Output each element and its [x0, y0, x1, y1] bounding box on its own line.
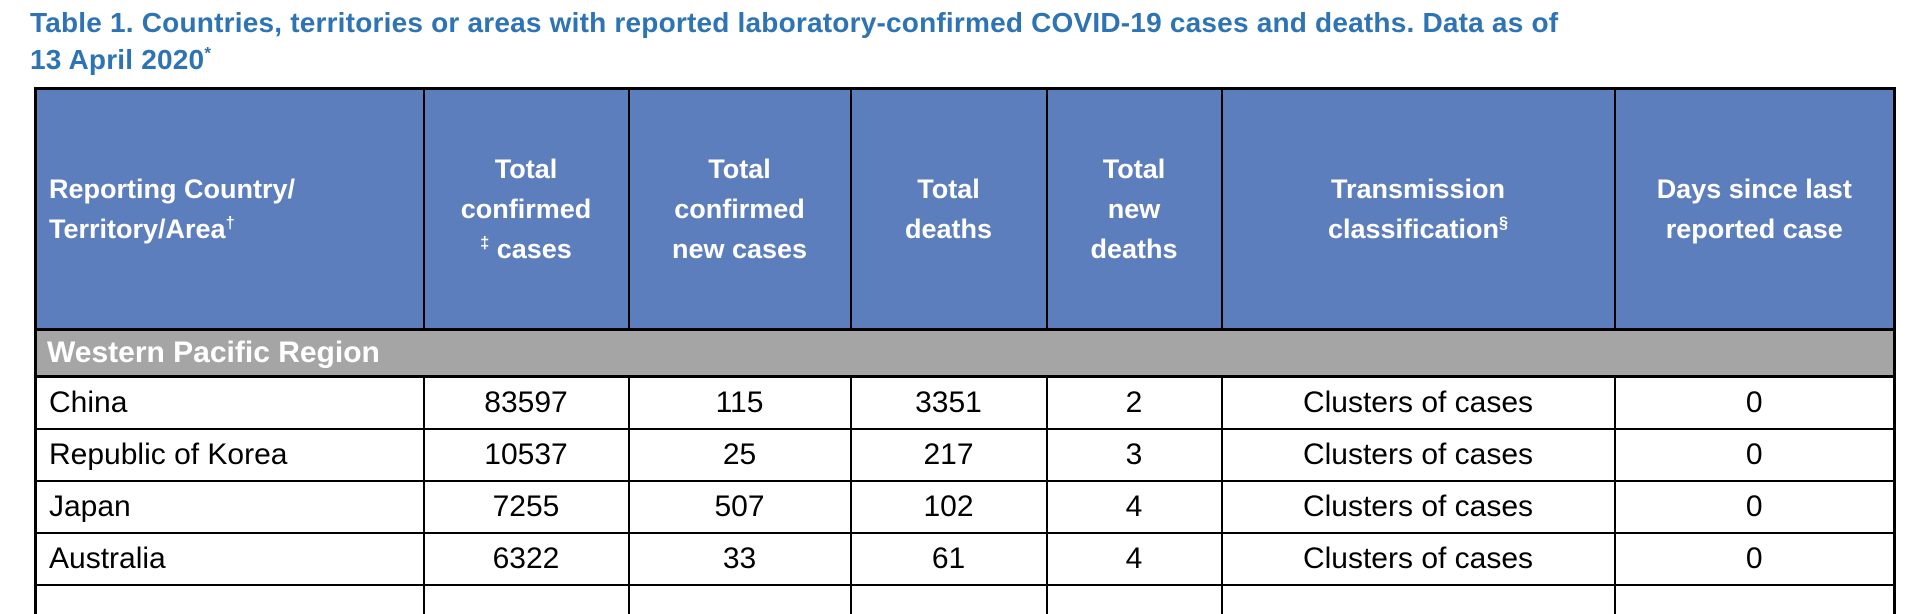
cell-country: Republic of Korea — [34, 428, 425, 482]
cell-total-confirmed-new-cases: 33 — [627, 532, 852, 586]
cell-empty — [1613, 584, 1896, 614]
header-line: Total — [1102, 154, 1166, 184]
cell-transmission-classification: Clusters of cases — [1220, 480, 1616, 534]
cell-total-new-deaths: 3 — [1045, 428, 1223, 482]
header-line: Transmission — [1330, 174, 1506, 204]
table-title-line1: Table 1. Countries, territories or areas… — [30, 7, 1559, 38]
table-row-australia: Australia 6322 33 61 4 Clusters of cases… — [34, 532, 1896, 586]
cell-days-since-last-case: 0 — [1613, 375, 1896, 430]
cell-transmission-classification: Clusters of cases — [1220, 375, 1616, 430]
cell-total-confirmed-cases: 7255 — [422, 480, 630, 534]
region-header-row: Western Pacific Region — [34, 328, 1896, 378]
cell-total-deaths: 102 — [849, 480, 1048, 534]
column-header-total-confirmed-new-cases: Total confirmed new cases — [627, 87, 852, 331]
header-line: confirmed — [674, 194, 805, 224]
cell-total-deaths: 217 — [849, 428, 1048, 482]
cell-empty — [627, 584, 852, 614]
header-line: new — [1107, 194, 1161, 224]
header-line: reported case — [1665, 214, 1843, 244]
cell-empty — [422, 584, 630, 614]
section-footnote-mark: § — [1499, 214, 1509, 232]
header-line: Total — [917, 174, 980, 204]
cell-total-confirmed-new-cases: 507 — [627, 480, 852, 534]
cell-transmission-classification: Clusters of cases — [1220, 532, 1616, 586]
cell-empty — [1220, 584, 1616, 614]
covid-cases-table: Reporting Country/ Territory/Area† Total… — [34, 87, 1896, 614]
header-line: Total — [708, 154, 771, 184]
cell-transmission-classification: Clusters of cases — [1220, 428, 1616, 482]
column-header-total-deaths: Total deaths — [849, 87, 1048, 331]
cell-empty — [34, 584, 425, 614]
cell-total-new-deaths: 2 — [1045, 375, 1223, 430]
column-header-days-since-last-case: Days since last reported case — [1613, 87, 1896, 331]
cell-total-confirmed-cases: 83597 — [422, 375, 630, 430]
column-header-total-confirmed-cases: Total confirmed ‡ cases — [422, 87, 630, 331]
header-line: deaths — [1090, 234, 1178, 264]
table-row-japan: Japan 7255 507 102 4 Clusters of cases 0 — [34, 480, 1896, 534]
table-header-row: Reporting Country/ Territory/Area† Total… — [34, 87, 1896, 331]
header-line: Territory/Area — [49, 214, 226, 244]
table-title-line2: 13 April 2020 — [30, 44, 205, 75]
header-line: cases — [496, 234, 572, 264]
column-header-total-new-deaths: Total new deaths — [1045, 87, 1223, 331]
region-label: Western Pacific Region — [34, 328, 1896, 378]
table-row-republic-of-korea: Republic of Korea 10537 25 217 3 Cluster… — [34, 428, 1896, 482]
table-title: Table 1. Countries, territories or areas… — [30, 4, 1896, 78]
cell-country: Japan — [34, 480, 425, 534]
header-line: Days since last — [1656, 174, 1852, 204]
cell-total-confirmed-new-cases: 25 — [627, 428, 852, 482]
cell-total-deaths: 3351 — [849, 375, 1048, 430]
cell-total-new-deaths: 4 — [1045, 480, 1223, 534]
table-row-partial-clipped — [34, 584, 1896, 614]
header-line: classification — [1327, 214, 1500, 244]
title-footnote-asterisk: * — [204, 43, 212, 63]
cell-country: China — [34, 375, 425, 430]
cell-total-confirmed-cases: 10537 — [422, 428, 630, 482]
cell-days-since-last-case: 0 — [1613, 428, 1896, 482]
dagger-footnote-mark: † — [225, 214, 235, 232]
cell-country: Australia — [34, 532, 425, 586]
cell-empty — [1045, 584, 1223, 614]
header-line: deaths — [904, 214, 993, 244]
cell-days-since-last-case: 0 — [1613, 532, 1896, 586]
column-header-transmission-classification: Transmission classification§ — [1220, 87, 1616, 331]
cell-total-confirmed-cases: 6322 — [422, 532, 630, 586]
header-line: Reporting Country/ — [49, 174, 295, 204]
cell-total-new-deaths: 4 — [1045, 532, 1223, 586]
column-header-reporting-country: Reporting Country/ Territory/Area† — [34, 87, 425, 331]
header-line: Total — [494, 154, 558, 184]
cell-total-confirmed-new-cases: 115 — [627, 375, 852, 430]
cell-days-since-last-case: 0 — [1613, 480, 1896, 534]
header-line: confirmed — [460, 194, 592, 224]
header-line: new cases — [671, 234, 808, 264]
cell-total-deaths: 61 — [849, 532, 1048, 586]
cell-empty — [849, 584, 1048, 614]
double-dagger-footnote-mark: ‡ — [480, 234, 490, 252]
table-row-china: China 83597 115 3351 2 Clusters of cases… — [34, 375, 1896, 430]
